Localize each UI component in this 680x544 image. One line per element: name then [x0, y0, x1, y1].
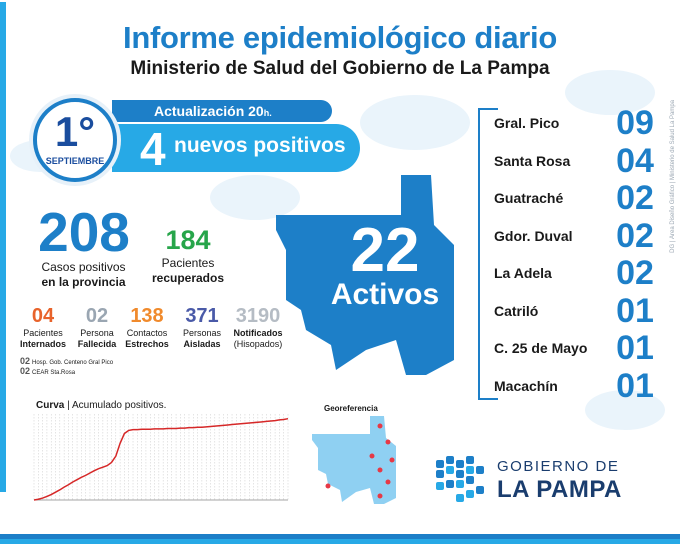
government-logo-icon [436, 456, 484, 502]
department-count: 01 [616, 291, 654, 330]
active-label: Activos [330, 278, 440, 311]
location-dot [369, 453, 375, 459]
stat-label-1: Persona [80, 328, 114, 338]
georef-title: Georeferencia [324, 404, 378, 413]
note-text: Hosp. Gob. Centeno Gral Pico [32, 360, 114, 366]
department-count: 02 [616, 179, 654, 217]
stat-internados: 04 Pacientes Internados [20, 305, 66, 350]
department-count: 01 [616, 329, 654, 367]
chart-grid [33, 414, 289, 501]
department-name: Guatraché [494, 190, 564, 206]
stat-label-1: Notificados [233, 328, 283, 338]
georef-map [312, 416, 396, 504]
active-count: 22 [350, 216, 420, 285]
stat-label-1: Pacientes [23, 328, 63, 338]
location-dot [377, 493, 383, 499]
department-count: 01 [616, 366, 654, 405]
update-label: Actualización 20 [154, 103, 264, 119]
page-title: Informe epidemiológico diario [123, 20, 557, 55]
curve-title-main: Curva [36, 400, 65, 411]
province-map [276, 175, 454, 375]
new-positives-count: 4 [140, 123, 166, 175]
curve-title-sub: Acumulado positivos. [71, 400, 167, 411]
stat-value: 04 [31, 305, 55, 327]
stat-value: 3190 [235, 305, 281, 327]
hospital-note: 02 CEAR Sta.Rosa [20, 366, 75, 376]
background-pill [585, 390, 665, 430]
recovered-label-line-1: Pacientes [161, 256, 215, 270]
location-dot [385, 439, 391, 445]
stat-label-1: Contactos [126, 328, 168, 338]
location-dot [377, 467, 383, 473]
new-positives-bar: 4 nuevos positivos [112, 123, 360, 175]
stat-label-1: Personas [182, 328, 222, 338]
note-count: 02 [20, 366, 31, 376]
department-name: Gral. Pico [494, 115, 560, 131]
background-pill [565, 70, 655, 115]
page-subtitle: Ministerio de Salud del Gobierno de La P… [130, 58, 550, 79]
stat-value: 138 [130, 305, 164, 327]
date-day: 1° [54, 108, 96, 155]
logo-text-line-1: GOBIERNO DE [497, 458, 620, 475]
note-text: CEAR Sta.Rosa [32, 370, 76, 376]
department-name: Santa Rosa [494, 152, 571, 169]
stat-value: 02 [85, 305, 109, 327]
update-bar: Actualización 20h. [112, 100, 332, 122]
stat-value: 371 [185, 305, 219, 327]
cumulative-line [33, 417, 289, 501]
stat-contactos: 138 Contactos Estrechos [122, 305, 172, 350]
location-dot [385, 479, 391, 485]
side-credit: DG | Área Diseño Gráfico | Ministerio de… [670, 100, 676, 253]
cases-label: Casos positivos en la provincia [26, 260, 141, 290]
stat-aisladas: 371 Personas Aisladas [178, 305, 226, 350]
cases-label-line-1: Casos positivos [41, 260, 126, 274]
background-pill [360, 95, 470, 150]
cases-total: 208 [38, 201, 130, 263]
logo-text-line-2: LA PAMPA [497, 476, 622, 503]
bottom-stripe [0, 534, 680, 539]
location-dot [389, 457, 395, 463]
note-count: 02 [20, 356, 31, 366]
department-name: Gdor. Duval [494, 227, 573, 244]
date-badge: 1° SEPTIEMBRE [33, 98, 117, 182]
department-name: Catriló [494, 302, 539, 319]
department-bracket [478, 108, 498, 400]
recovered-total: 184 [165, 225, 211, 255]
cases-label-line-2: en la provincia [41, 275, 126, 289]
curve-title: Curva | Acumulado positivos. [36, 400, 167, 411]
stat-label-2: Fallecida [77, 339, 117, 349]
map-shape [276, 175, 454, 375]
department-name: Macachín [494, 377, 558, 394]
background-pill [210, 175, 300, 220]
stat-label-2: Aisladas [183, 339, 221, 349]
department-name: La Adela [494, 265, 552, 281]
recovered-label-line-2: recuperados [151, 271, 225, 285]
department-count: 04 [616, 141, 654, 180]
recovered-label: Pacientes recuperados [148, 256, 228, 286]
department-count: 02 [616, 216, 654, 255]
new-positives-label: nuevos positivos [174, 134, 346, 157]
georef-shape [312, 416, 396, 504]
location-dot [377, 423, 383, 429]
stat-fallecida: 02 Persona Fallecida [74, 305, 120, 350]
hospital-note: 02 Hosp. Gob. Centeno Gral Pico [20, 356, 113, 366]
location-dot [325, 483, 331, 489]
stat-label-2: Internados [20, 339, 67, 349]
stat-label-2: Estrechos [125, 339, 169, 349]
bottom-stripe [0, 539, 680, 544]
department-count: 09 [616, 104, 654, 142]
department-count: 02 [616, 254, 654, 292]
stat-label-2: (Hisopados) [233, 339, 283, 349]
department-name: C. 25 de Mayo [494, 340, 588, 356]
stat-notificados: 3190 Notificados (Hisopados) [228, 305, 288, 350]
cumulative-curve-chart [33, 414, 289, 501]
date-month: SEPTIEMBRE [45, 156, 105, 166]
update-suffix: h. [263, 108, 272, 118]
left-stripe [0, 2, 6, 492]
